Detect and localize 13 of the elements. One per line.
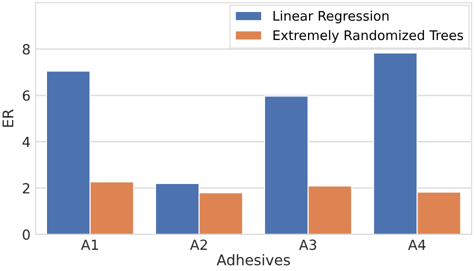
y-tick-label: 0	[22, 229, 30, 240]
legend-label: Linear Regression	[274, 10, 388, 24]
y-tick-label: 8	[22, 44, 30, 55]
x-tick-label: A3	[299, 240, 316, 250]
y-tick-label: 2	[22, 183, 30, 194]
y-tick-label: 4	[22, 136, 30, 148]
y-tick-label: 6	[22, 90, 30, 101]
x-tick-label: A4	[408, 240, 426, 250]
y-axis-title: ER	[2, 109, 14, 127]
x-axis-title: Adhesives	[216, 254, 290, 266]
x-tick-label: A1	[81, 240, 98, 250]
legend-label: Extremely Randomized Trees	[274, 30, 464, 43]
x-tick-label: A2	[190, 240, 207, 250]
